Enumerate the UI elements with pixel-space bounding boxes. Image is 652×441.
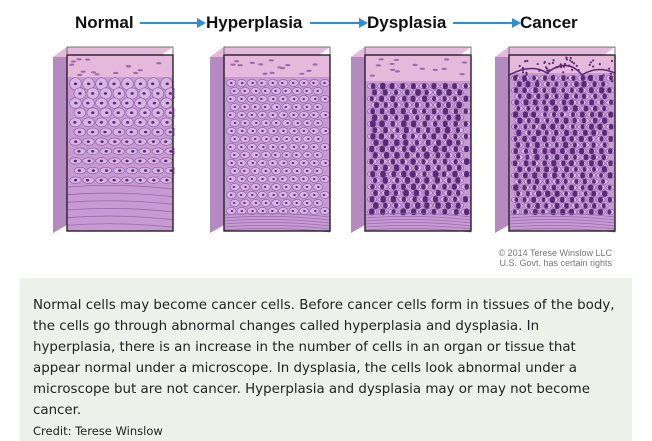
copyright-line-1: © 2014 Terese Winslow LLC <box>498 248 612 258</box>
tissue-block-hyperplasia <box>210 46 331 233</box>
caption-box: Normal cells may become cancer cells. Be… <box>20 278 632 441</box>
copyright-line-2: U.S. Govt. has certain rights <box>499 258 612 268</box>
stage-label-hyperplasia: Hyperplasia <box>206 13 303 32</box>
tissue-block-normal <box>53 46 175 233</box>
stage-label-cancer: Cancer <box>520 13 578 32</box>
stage-label-normal: Normal <box>75 13 134 32</box>
copyright-notice: © 2014 Terese Winslow LLC U.S. Govt. has… <box>498 248 612 268</box>
tissue-block-cancer <box>495 46 616 233</box>
tissue-progression-figure: Normal Hyperplasia Dysplasia Cancer © 20… <box>20 0 620 278</box>
tissue-block-dysplasia <box>351 46 472 233</box>
image-credit: Credit: Terese Winslow <box>33 424 163 438</box>
arrow-hyperplasia-to-dysplasia <box>310 18 368 28</box>
arrow-normal-to-hyperplasia <box>140 18 206 28</box>
stage-label-dysplasia: Dysplasia <box>367 13 447 32</box>
arrow-dysplasia-to-cancer <box>453 18 521 28</box>
caption-text: Normal cells may become cancer cells. Be… <box>33 298 615 418</box>
